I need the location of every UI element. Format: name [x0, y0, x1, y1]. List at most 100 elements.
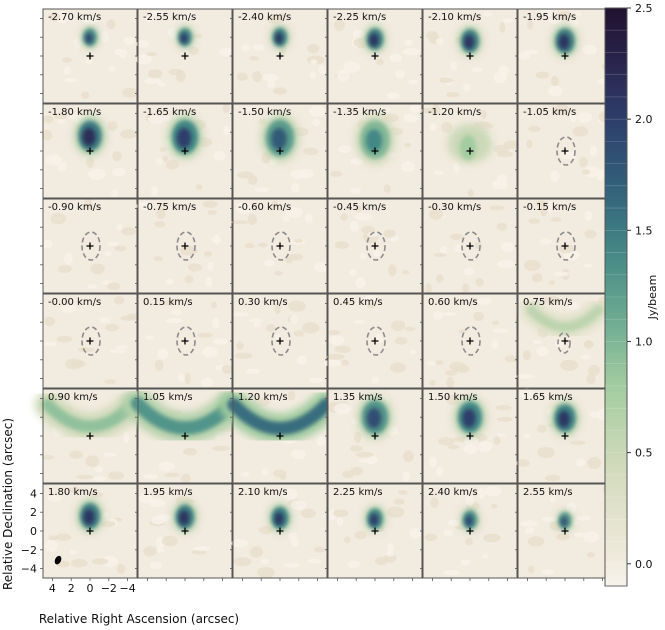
channel-velocity-label: 0.45 km/s: [333, 297, 383, 308]
noise-blotch: [175, 70, 186, 83]
noise-blotch: [524, 527, 535, 534]
channel-velocity-label: -1.65 km/s: [143, 107, 196, 118]
channel-velocity-label: 0.90 km/s: [48, 392, 98, 403]
noise-blotch: [537, 446, 555, 459]
noise-blotch: [123, 432, 130, 443]
emission-peak: [274, 512, 284, 526]
noise-blotch: [231, 220, 249, 225]
star-position-marker: [181, 242, 189, 250]
channel-velocity-label: -2.40 km/s: [238, 12, 291, 23]
star-position-marker: [86, 52, 94, 60]
noise-blotch: [495, 405, 512, 411]
noise-blotch: [48, 535, 58, 541]
noise-blotch: [61, 304, 77, 313]
noise-blotch: [310, 59, 318, 65]
noise-blotch: [164, 472, 181, 478]
noise-blotch: [445, 370, 458, 376]
noise-blotch: [274, 303, 281, 315]
noise-blotch: [106, 241, 119, 247]
emission-peak: [366, 407, 382, 429]
noise-blotch: [114, 296, 125, 305]
noise-blotch: [589, 411, 599, 418]
channel-panel: -2.25 km/s: [325, 8, 423, 106]
noise-blotch: [425, 283, 432, 294]
noise-blotch: [433, 170, 445, 175]
channel-velocity-label: -0.90 km/s: [48, 202, 101, 213]
channel-panel: -1.35 km/s: [325, 103, 423, 201]
noise-blotch: [496, 433, 506, 438]
noise-blotch: [540, 206, 548, 217]
star-position-marker: [371, 527, 379, 535]
noise-blotch: [527, 19, 534, 30]
noise-blotch: [425, 30, 438, 40]
star-position-marker: [86, 432, 94, 440]
y-tick-label: 4: [30, 487, 37, 500]
noise-blotch: [249, 56, 260, 61]
channel-panel: -0.15 km/s: [515, 198, 613, 296]
noise-blotch: [349, 220, 360, 232]
noise-blotch: [258, 242, 268, 248]
noise-blotch: [374, 557, 388, 566]
noise-blotch: [580, 354, 592, 360]
noise-blotch: [464, 436, 479, 446]
noise-blotch: [539, 238, 552, 245]
noise-blotch: [572, 126, 589, 137]
noise-blotch: [429, 380, 436, 386]
noise-blotch: [391, 320, 406, 332]
noise-blotch: [236, 72, 248, 82]
emission-arc: [526, 305, 604, 332]
noise-blotch: [519, 520, 538, 527]
noise-blotch: [377, 107, 391, 113]
channel-velocity-label: 2.55 km/s: [523, 487, 573, 498]
channel-velocity-label: 0.60 km/s: [428, 297, 478, 308]
noise-blotch: [460, 559, 471, 566]
noise-blotch: [195, 184, 203, 190]
noise-blotch: [73, 37, 81, 49]
noise-blotch: [157, 348, 169, 360]
noise-blotch: [42, 239, 53, 249]
noise-blotch: [526, 139, 533, 149]
noise-blotch: [492, 179, 508, 190]
noise-blotch: [447, 519, 461, 527]
noise-blotch: [354, 212, 373, 221]
noise-blotch: [290, 314, 299, 325]
noise-blotch: [56, 335, 72, 343]
noise-blotch: [433, 252, 447, 258]
noise-blotch: [441, 121, 453, 133]
channel-panel: -1.80 km/s: [40, 103, 138, 201]
emission-peak: [271, 127, 287, 150]
noise-blotch: [88, 168, 106, 180]
noise-blotch: [307, 43, 320, 54]
noise-blotch: [355, 205, 362, 213]
noise-blotch: [337, 144, 352, 154]
dashed-contour: [81, 231, 101, 261]
noise-blotch: [570, 111, 577, 123]
channel-panel: 2.10 km/s: [230, 483, 328, 581]
channel-velocity-label: -0.60 km/s: [238, 202, 291, 213]
channel-velocity-label: 0.30 km/s: [238, 297, 288, 308]
noise-blotch: [234, 352, 253, 359]
noise-blotch: [42, 454, 55, 460]
noise-blotch: [101, 555, 119, 568]
noise-blotch: [489, 205, 505, 211]
noise-blotch: [260, 558, 270, 565]
y-tick-label: 2: [30, 506, 37, 519]
noise-blotch: [349, 187, 362, 194]
noise-blotch: [252, 398, 270, 407]
noise-blotch: [165, 278, 174, 285]
star-position-marker: [86, 147, 94, 155]
noise-blotch: [99, 317, 111, 324]
noise-blotch: [389, 53, 403, 63]
noise-blotch: [274, 270, 283, 276]
star-position-marker: [276, 432, 284, 440]
noise-blotch: [318, 65, 327, 75]
channel-panel: 0.45 km/s: [323, 293, 423, 391]
colorbar-label: Jy/beam: [646, 275, 659, 321]
dashed-contour: [461, 231, 481, 261]
noise-blotch: [291, 182, 300, 193]
noise-blotch: [461, 283, 470, 293]
noise-blotch: [219, 47, 236, 57]
noise-blotch: [211, 301, 217, 309]
noise-blotch: [43, 316, 56, 327]
noise-blotch: [105, 324, 119, 332]
